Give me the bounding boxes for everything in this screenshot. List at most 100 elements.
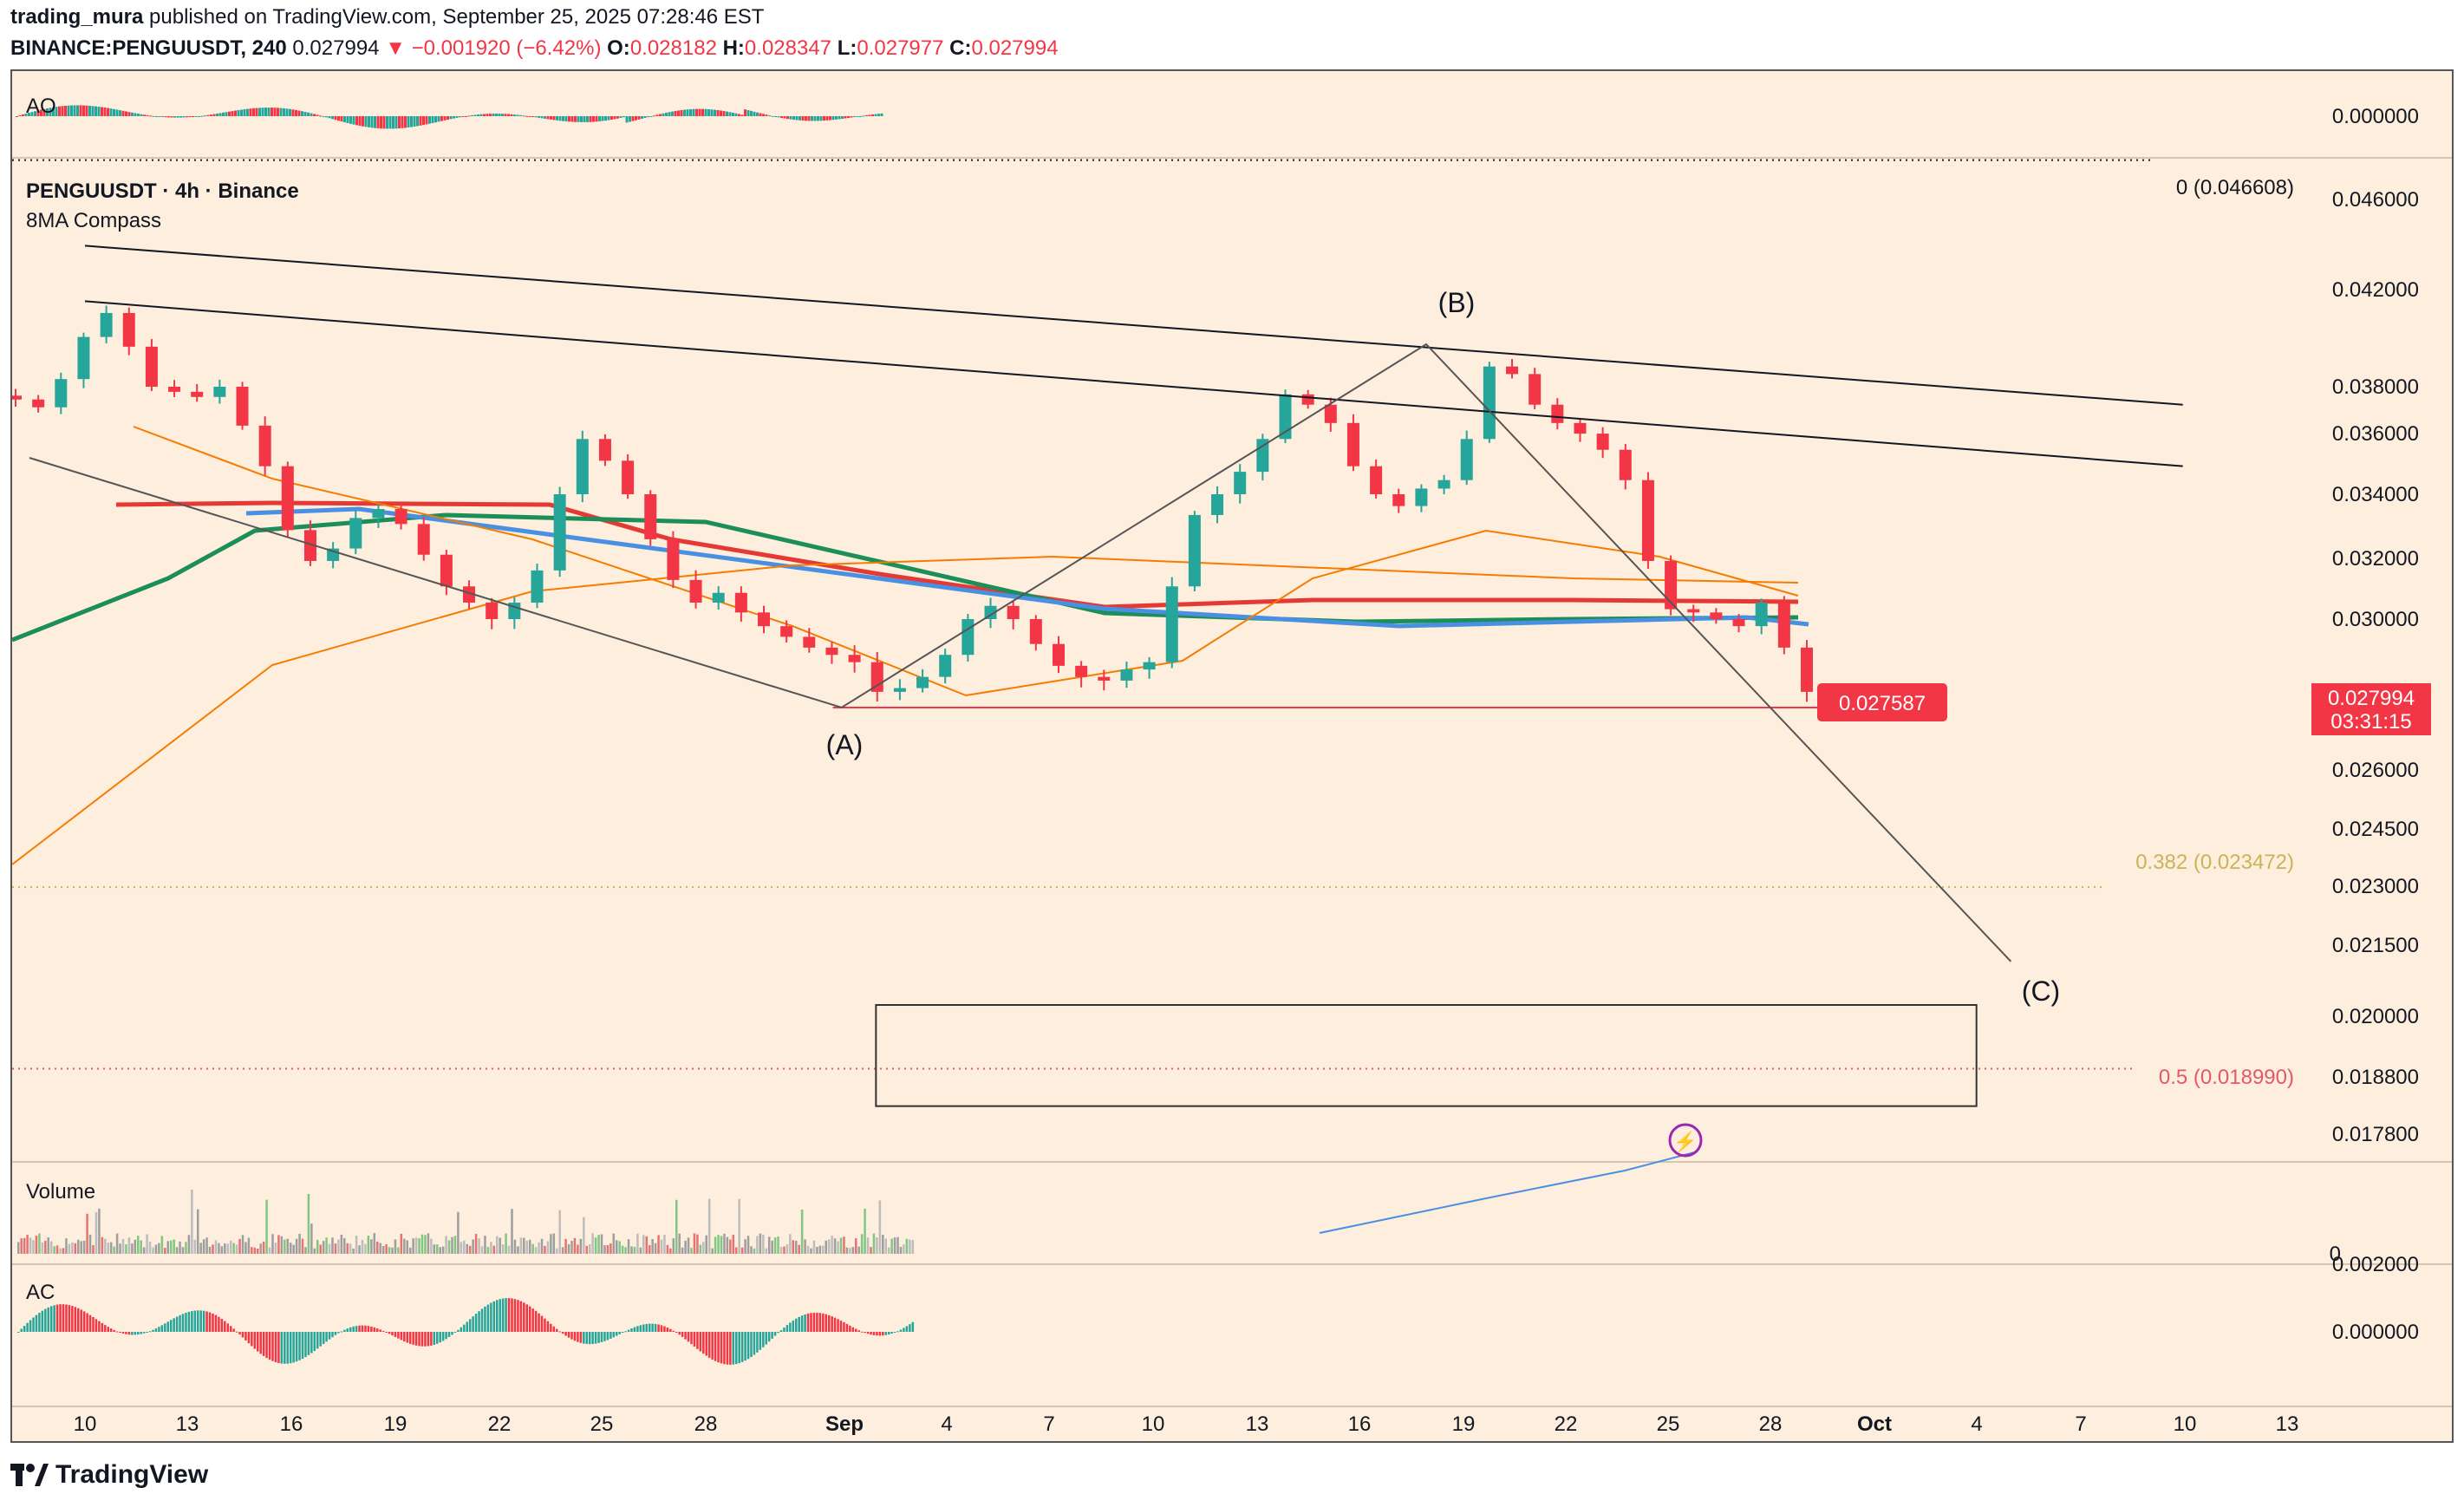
ao-bar (97, 107, 101, 116)
ao-bar (325, 116, 328, 118)
trendline-1[interactable] (84, 245, 2183, 406)
volume-bar (744, 1239, 746, 1254)
ac-bar (220, 1318, 224, 1332)
ao-bar (173, 116, 176, 118)
ac-bar (212, 1313, 214, 1332)
ao-bar (340, 116, 343, 122)
volume-bar (609, 1243, 612, 1254)
volume-bar (675, 1199, 678, 1254)
ao-bar (240, 109, 243, 116)
target-box[interactable] (875, 1004, 1978, 1107)
candle-body (349, 518, 362, 549)
ac-bar (280, 1332, 284, 1364)
volume-bar (346, 1243, 349, 1254)
price-axis-label: 0.021500 (2332, 934, 2419, 957)
ao-bar (252, 108, 255, 116)
ac-bar (825, 1314, 827, 1332)
chart-frame[interactable]: AO PENGUUSDT · 4h · Binance 8MA Compass … (10, 69, 2454, 1443)
ao-bar (805, 116, 807, 121)
volume-bar (238, 1238, 241, 1254)
volume-bar (247, 1237, 251, 1254)
volume-bar (226, 1243, 229, 1254)
ac-bar (507, 1298, 511, 1332)
ac-bar (474, 1314, 478, 1332)
volume-bar (41, 1242, 44, 1254)
ac-bar (705, 1332, 707, 1356)
candle-body (803, 636, 816, 648)
candle-body (689, 579, 702, 603)
candle-body (1324, 404, 1337, 423)
volume-bar (193, 1239, 197, 1254)
ao-bar (655, 114, 659, 116)
ao-bar (204, 115, 206, 117)
ao-bar (799, 116, 801, 121)
lightning-icon[interactable] (1668, 1123, 1703, 1158)
volume-bar (911, 1240, 915, 1254)
volume-bar (169, 1240, 173, 1254)
ao-bar (726, 111, 728, 116)
ac-bar (251, 1332, 253, 1347)
ac-bar (561, 1332, 564, 1334)
ao-bar (149, 115, 152, 117)
ma-green-line (12, 512, 1799, 643)
volume-bar (179, 1241, 181, 1254)
ao-bar (550, 116, 552, 120)
ac-bar (872, 1332, 876, 1335)
support-price-tag (1817, 683, 1947, 721)
volume-bar (621, 1245, 624, 1254)
ac-bar (214, 1315, 218, 1332)
ac-bar (486, 1304, 490, 1332)
abc-wave-path[interactable] (29, 342, 2012, 962)
tradingview-logo[interactable]: TradingView (10, 1460, 208, 1490)
trendline-2[interactable] (84, 300, 2183, 467)
ac-bar (564, 1332, 567, 1336)
ac-bar (540, 1315, 544, 1332)
candle-body (1029, 619, 1042, 644)
volume-bar (876, 1237, 878, 1254)
ao-bar (380, 116, 382, 129)
volume-bar (127, 1237, 131, 1254)
volume-bar (750, 1246, 753, 1254)
ao-bar (477, 114, 479, 116)
ao-bar (643, 116, 647, 118)
ao-bar (228, 111, 231, 116)
price-axis-label: 0.017800 (2332, 1123, 2419, 1146)
ac-bar (265, 1332, 268, 1359)
ac-bar (322, 1332, 325, 1344)
ao-bar (279, 108, 283, 116)
volume-bar (185, 1242, 187, 1254)
ac-bar (115, 1331, 119, 1333)
ao-bar (186, 116, 188, 118)
ac-bar (513, 1299, 517, 1332)
volume-bar (474, 1233, 478, 1254)
volume-bar (872, 1233, 876, 1254)
ao-bar (771, 115, 774, 117)
candle-body (734, 592, 747, 613)
volume-bar (696, 1234, 699, 1254)
volume-bar (271, 1234, 274, 1254)
volume-bar (107, 1243, 109, 1254)
chart-canvas[interactable]: AO PENGUUSDT · 4h · Binance 8MA Compass … (12, 71, 2452, 1441)
candle-body (236, 387, 249, 426)
volume-bar (544, 1245, 546, 1254)
ac-bar (424, 1332, 427, 1347)
volume-bar (62, 1248, 65, 1254)
ao-bar (95, 106, 97, 116)
ac-bar (208, 1312, 212, 1332)
volume-bar (723, 1233, 726, 1254)
high-label: H: (722, 36, 745, 60)
ao-bar (434, 116, 437, 123)
ac-bar (158, 1327, 160, 1332)
volume-bar (406, 1240, 408, 1254)
ac-bar (583, 1332, 585, 1344)
volume-bar (472, 1239, 474, 1254)
time-axis-label: 13 (1246, 1412, 1269, 1436)
ac-bar (268, 1332, 271, 1360)
ac-bar (337, 1332, 340, 1334)
author-name[interactable]: trading_mura (10, 5, 144, 29)
ao-bar (121, 110, 125, 116)
ao-bar (212, 114, 216, 116)
ao-bar (762, 114, 765, 116)
ao-bar (595, 116, 598, 122)
ac-bar (98, 1321, 101, 1332)
